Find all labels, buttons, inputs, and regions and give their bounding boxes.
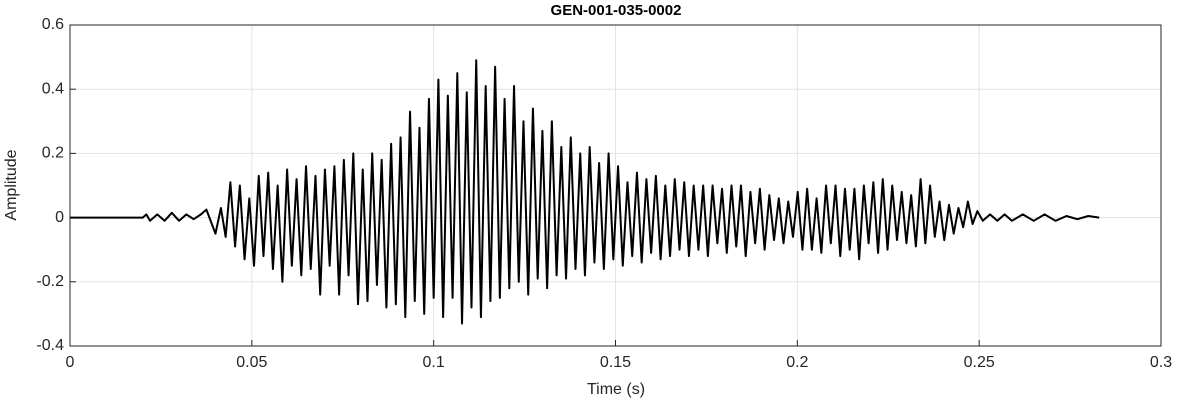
plot-area [70,59,1100,325]
chart-title: GEN-001-035-0002 [551,2,682,19]
y-tick-label: 0.4 [42,80,64,97]
x-tick-label: 0.1 [423,354,445,371]
y-axis-label: Amplitude [3,149,20,220]
y-tick-label: 0.6 [42,16,64,33]
x-tick-label: 0.3 [1150,354,1172,371]
x-axis-label: Time (s) [587,381,645,398]
axes-box [69,24,1162,347]
y-tick-label: -0.2 [36,273,64,290]
y-tick-label: 0 [55,209,64,226]
x-tick-label: 0.25 [964,354,995,371]
x-tick-label: 0 [66,354,75,371]
y-tick-label: -0.4 [36,337,64,354]
x-tick-label: 0.2 [786,354,808,371]
grid [69,24,1162,347]
waveform-line [70,59,1100,325]
x-tick-label: 0.15 [600,354,631,371]
y-tick-label: 0.2 [42,145,64,162]
x-tick-label: 0.05 [236,354,267,371]
